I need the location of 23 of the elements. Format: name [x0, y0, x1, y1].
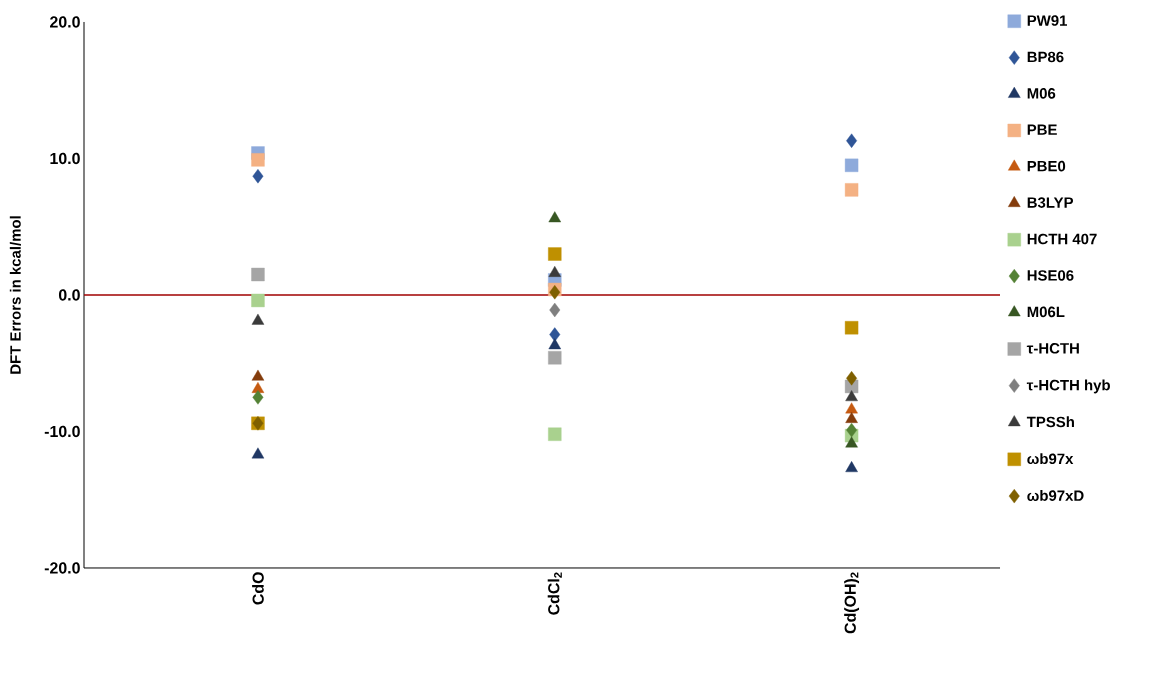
- legend-label: M06L: [1027, 306, 1065, 318]
- y-tick-label: -10.0: [44, 425, 80, 438]
- legend-label: HCTH 407: [1027, 233, 1097, 245]
- legend-label: ωb97xD: [1027, 489, 1084, 501]
- legend-label: HSE06: [1027, 270, 1074, 281]
- x-tick-label: CdO: [252, 572, 264, 605]
- legend-label: BP86: [1027, 51, 1064, 63]
- legend-label: τ-HCTH hyb: [1026, 379, 1110, 394]
- x-tick-label: Cd(OH)$_{2}$: [844, 572, 860, 634]
- y-axis-title: DFT Errors in kcal/mol: [9, 216, 21, 374]
- legend-label: τ-HCTH: [1026, 343, 1079, 354]
- y-tick-label: 10.0: [50, 152, 80, 165]
- legend-label: PBE0: [1027, 160, 1066, 172]
- legend-label: PBE: [1027, 124, 1057, 135]
- legend-label: ωb97x: [1027, 453, 1074, 465]
- legend-label: PW91: [1027, 15, 1067, 26]
- legend-label: TPSSh: [1026, 416, 1074, 428]
- legend-label: M06: [1027, 88, 1056, 99]
- x-tick-label: CdCl$_{2}$: [547, 572, 562, 615]
- y-tick-label: 0.0: [58, 289, 80, 301]
- legend-label: B3LYP: [1027, 197, 1074, 208]
- y-tick-label: -20.0: [44, 562, 80, 574]
- y-tick-label: 20.0: [50, 16, 80, 28]
